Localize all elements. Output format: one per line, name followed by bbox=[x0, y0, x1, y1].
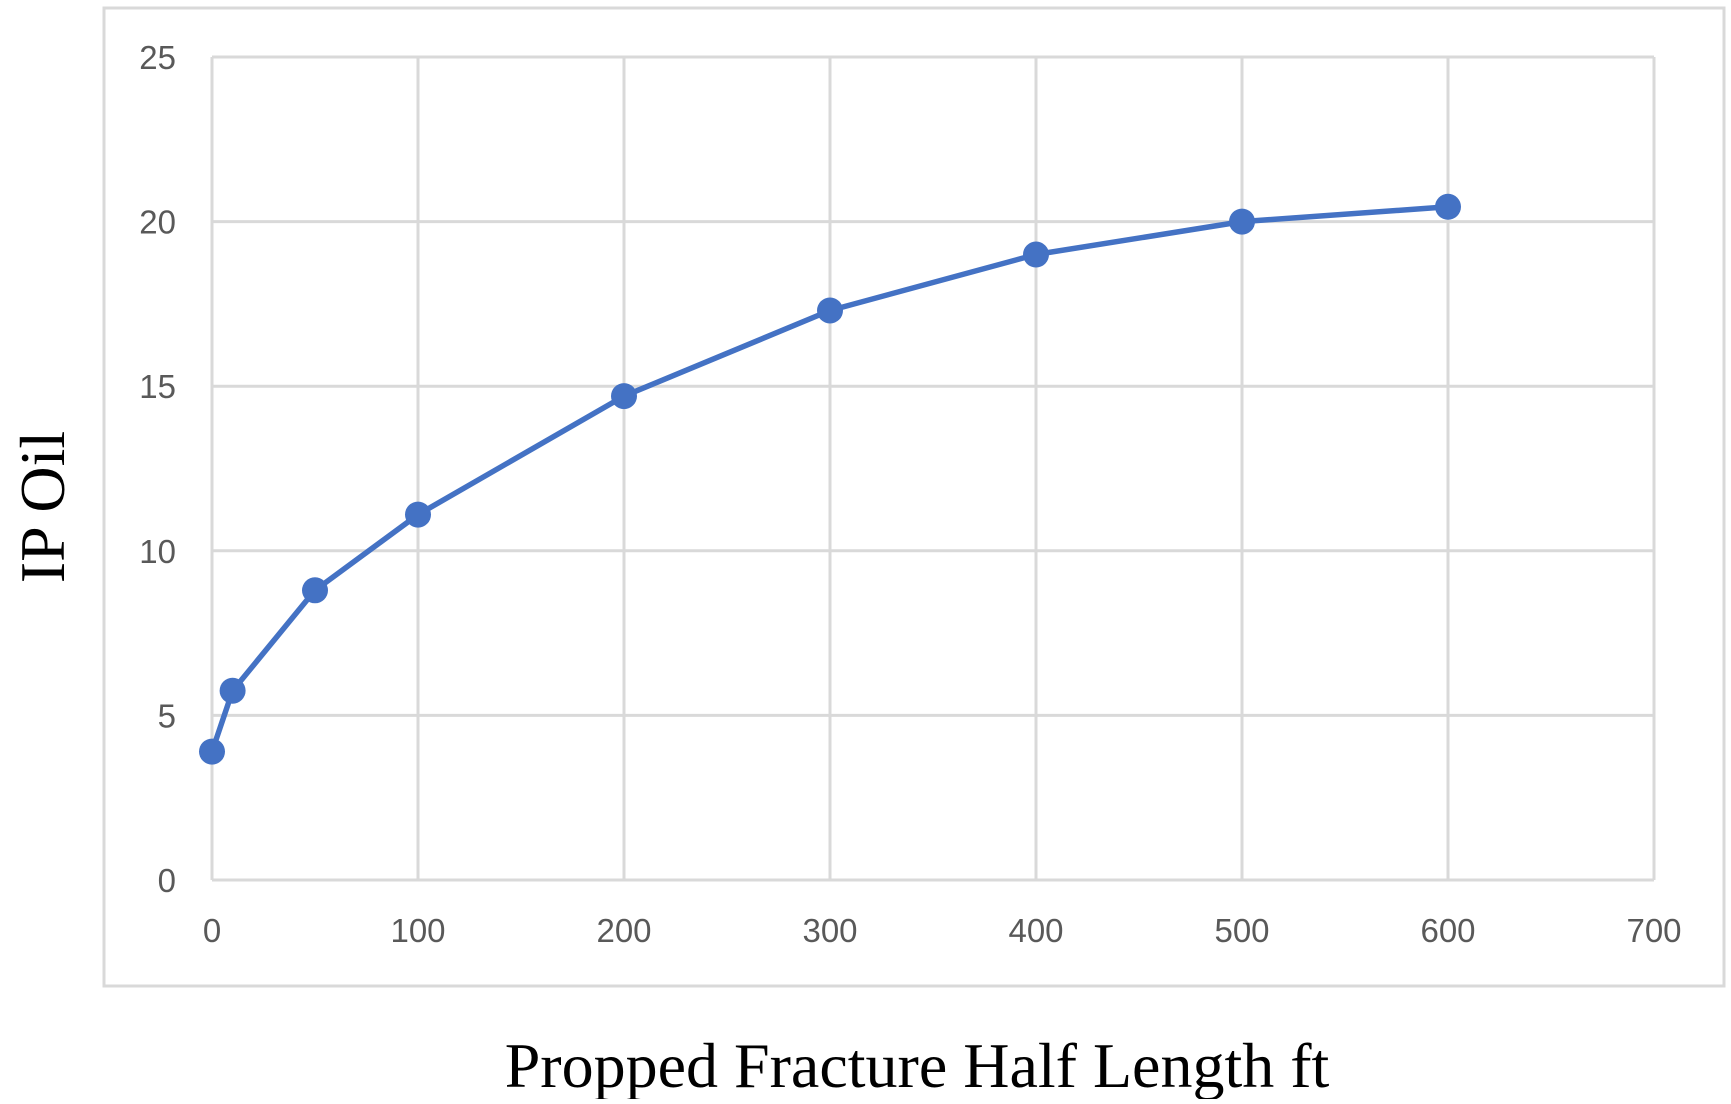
x-tick-label: 300 bbox=[802, 912, 857, 949]
x-tick-label: 500 bbox=[1214, 912, 1269, 949]
x-axis-title: Propped Fracture Half Length ft bbox=[505, 1030, 1330, 1099]
y-tick-label: 0 bbox=[158, 862, 176, 899]
data-point bbox=[817, 297, 843, 324]
data-point bbox=[199, 738, 225, 765]
x-tick-label: 600 bbox=[1420, 912, 1475, 949]
data-point bbox=[611, 383, 637, 410]
y-axis-title: IP Oil bbox=[7, 431, 78, 583]
series-layer bbox=[199, 193, 1461, 765]
gridlines bbox=[210, 55, 1656, 882]
data-point bbox=[1023, 241, 1049, 268]
y-tick-label: 20 bbox=[139, 204, 176, 241]
x-tick-label: 100 bbox=[390, 912, 445, 949]
x-tick-label: 200 bbox=[596, 912, 651, 949]
data-point bbox=[219, 677, 246, 704]
y-tick-label: 25 bbox=[139, 39, 176, 76]
data-point bbox=[405, 501, 431, 528]
chart-frame bbox=[102, 6, 1726, 988]
tick-labels: 0 100 200 300 400 500 600 700 0 5 10 15 20 25 bbox=[139, 39, 1681, 949]
x-tick-label: 400 bbox=[1008, 912, 1063, 949]
y-tick-label: 15 bbox=[139, 368, 176, 405]
y-tick-label: 5 bbox=[158, 697, 176, 734]
x-tick-label: 0 bbox=[203, 912, 221, 949]
y-tick-label: 10 bbox=[139, 533, 176, 570]
data-point bbox=[1435, 193, 1461, 220]
x-tick-label: 700 bbox=[1626, 912, 1681, 949]
data-point bbox=[1229, 208, 1255, 235]
data-point bbox=[302, 577, 328, 604]
